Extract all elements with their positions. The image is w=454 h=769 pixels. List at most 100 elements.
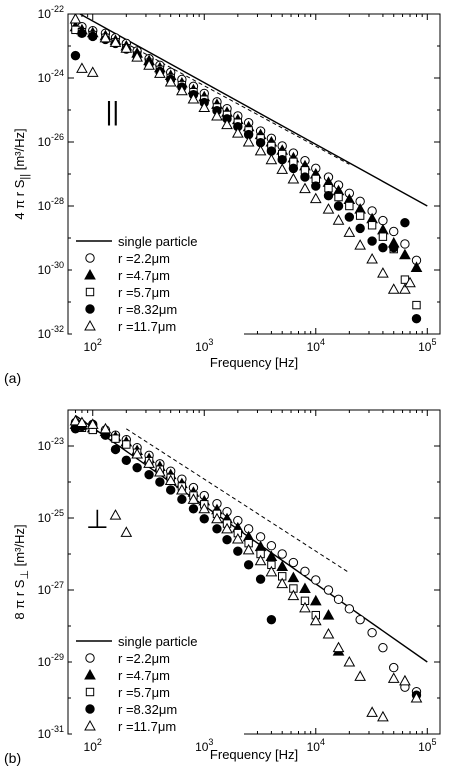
data-point bbox=[99, 31, 112, 43]
data-point bbox=[343, 655, 356, 667]
data-point bbox=[287, 172, 300, 184]
x-tick-label: 102 bbox=[84, 337, 102, 354]
data-point bbox=[221, 118, 233, 130]
data-point bbox=[378, 232, 388, 241]
data-point bbox=[287, 571, 300, 583]
legend-label: single particle bbox=[118, 234, 198, 249]
y-tick-label: 10-25 bbox=[38, 508, 64, 525]
x-tick-label: 102 bbox=[84, 737, 102, 754]
data-point bbox=[255, 532, 266, 542]
data-point bbox=[311, 575, 321, 585]
data-point bbox=[366, 253, 378, 264]
y-tick-label: 10-29 bbox=[38, 652, 64, 669]
data-point bbox=[198, 101, 211, 112]
y-tick-label: 10-28 bbox=[38, 196, 64, 213]
data-point bbox=[309, 192, 322, 204]
legend-label: r =4.7μm bbox=[118, 668, 170, 683]
data-point bbox=[212, 524, 222, 534]
data-point bbox=[154, 67, 166, 78]
x-tick-label: 104 bbox=[307, 337, 325, 354]
y-axis-label: 8 π r S⊥ [m³/Hz] bbox=[12, 524, 31, 619]
data-point bbox=[266, 541, 277, 551]
data-point bbox=[121, 455, 132, 466]
data-point bbox=[333, 201, 344, 211]
data-point bbox=[322, 609, 335, 620]
legend-marker bbox=[85, 687, 95, 697]
data-point bbox=[99, 422, 112, 434]
data-point bbox=[299, 601, 311, 613]
legend-label: r =2.2μm bbox=[118, 651, 170, 666]
data-point bbox=[355, 614, 365, 625]
y-tick-label: 10-27 bbox=[38, 580, 64, 597]
data-point bbox=[109, 509, 122, 520]
data-point bbox=[199, 514, 209, 524]
data-point bbox=[165, 485, 176, 495]
data-point bbox=[77, 28, 87, 38]
data-point bbox=[355, 223, 365, 234]
data-point bbox=[354, 670, 367, 681]
data-point bbox=[154, 465, 166, 477]
legend-marker bbox=[84, 319, 96, 331]
legend-label: r =11.7μm bbox=[118, 719, 176, 734]
data-point bbox=[367, 628, 377, 638]
data-point bbox=[109, 36, 122, 47]
data-point bbox=[344, 212, 355, 222]
data-point bbox=[332, 214, 345, 225]
data-point bbox=[211, 512, 223, 524]
data-point bbox=[309, 614, 322, 626]
data-point bbox=[354, 239, 367, 250]
data-point bbox=[343, 226, 356, 237]
legend-marker bbox=[85, 304, 95, 314]
data-point bbox=[277, 154, 287, 165]
data-point bbox=[378, 215, 388, 226]
data-point bbox=[288, 163, 299, 174]
data-point bbox=[299, 182, 311, 194]
data-point bbox=[410, 691, 423, 703]
data-point bbox=[188, 504, 199, 514]
data-point bbox=[377, 267, 389, 278]
data-point bbox=[324, 183, 333, 193]
data-point bbox=[276, 163, 289, 174]
y-tick-label: 10-30 bbox=[38, 260, 64, 277]
data-point bbox=[155, 477, 165, 487]
data-point bbox=[412, 300, 421, 310]
data-point bbox=[311, 181, 321, 191]
data-point bbox=[366, 706, 378, 717]
data-point bbox=[332, 641, 345, 653]
legend-marker bbox=[84, 268, 96, 280]
plot-frame bbox=[67, 409, 441, 735]
data-point bbox=[287, 589, 300, 601]
legend-label: r =4.7μm bbox=[118, 268, 170, 283]
data-point bbox=[389, 662, 399, 673]
data-point bbox=[164, 75, 177, 87]
annotation-symbol: || bbox=[106, 96, 120, 126]
data-point bbox=[400, 239, 410, 249]
panel-label: (b) bbox=[4, 750, 21, 766]
data-point bbox=[164, 474, 177, 486]
data-point bbox=[300, 566, 310, 577]
data-point bbox=[404, 276, 416, 288]
plot-area bbox=[69, 14, 428, 324]
data-point bbox=[231, 127, 244, 138]
data-point bbox=[367, 236, 377, 246]
y-tick-label: 10-22 bbox=[38, 4, 64, 21]
data-point bbox=[265, 550, 278, 562]
data-point bbox=[399, 283, 411, 294]
data-point bbox=[300, 172, 310, 182]
legend-marker bbox=[84, 668, 96, 680]
data-point bbox=[243, 560, 254, 570]
data-point bbox=[288, 557, 299, 568]
data-point bbox=[233, 546, 243, 556]
data-point bbox=[323, 585, 334, 595]
x-tick-label: 105 bbox=[418, 337, 436, 354]
data-point bbox=[231, 533, 244, 544]
data-point bbox=[378, 242, 388, 253]
y-tick-label: 10-23 bbox=[38, 436, 64, 453]
data-point bbox=[400, 218, 410, 228]
legend-marker bbox=[85, 653, 95, 663]
data-point bbox=[242, 135, 255, 147]
data-point bbox=[176, 84, 188, 96]
data-point bbox=[143, 457, 155, 468]
data-point bbox=[277, 549, 287, 559]
